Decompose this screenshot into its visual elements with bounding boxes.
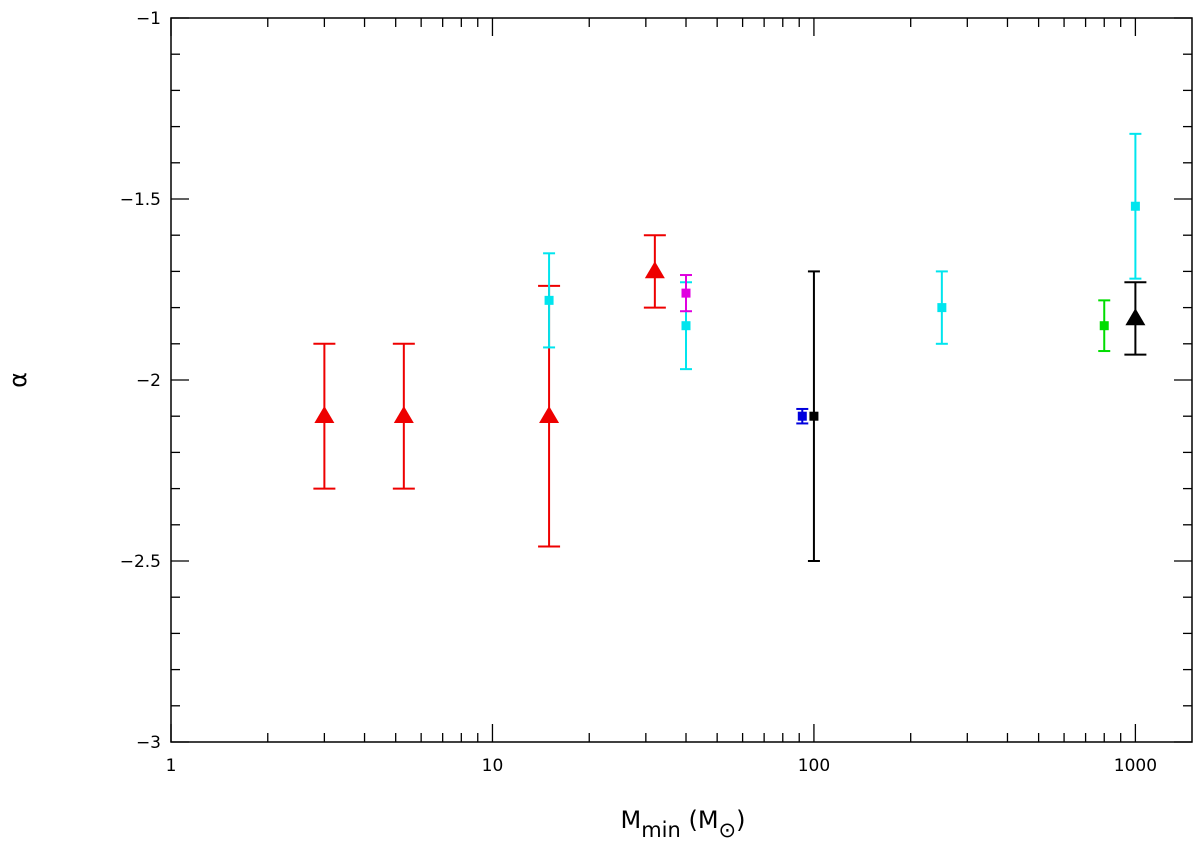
data-point-triangle [314, 406, 335, 423]
data-point-square [681, 321, 691, 331]
data-point-square [809, 411, 819, 421]
data-point-square [681, 288, 691, 298]
y-axis-label: α [4, 372, 32, 388]
data-point-square [1099, 321, 1109, 331]
x-axis-label-unit: M [698, 806, 719, 834]
y-tick-label: −1 [136, 9, 161, 29]
x-tick-label: 1 [166, 756, 177, 776]
y-tick-label: −1.5 [120, 190, 161, 210]
data-marks [313, 132, 1147, 562]
data-point-square [544, 295, 554, 305]
axis-ticks [170, 17, 1192, 743]
data-point-square [937, 303, 947, 313]
data-point-triangle [393, 406, 414, 423]
x-axis-label: Mmin (M⊙) [620, 806, 745, 842]
x-axis-label-sub: min [641, 818, 681, 842]
data-point-square [1130, 201, 1140, 211]
x-axis-label-unit-sub: ⊙ [719, 818, 737, 842]
x-tick-label: 100 [798, 756, 830, 776]
tick-labels: 1 10 100 1000 −3 −2.5 −2 −1.5 −1 [120, 9, 1157, 776]
y-tick-label: −3 [136, 733, 161, 753]
data-point-square [797, 411, 807, 421]
x-tick-label: 10 [482, 756, 504, 776]
data-point-triangle [644, 261, 665, 279]
x-tick-label: 1000 [1114, 756, 1157, 776]
y-tick-label: −2 [136, 371, 161, 391]
x-axis-label-main: M [620, 806, 641, 834]
y-tick-label: −2.5 [120, 552, 161, 572]
data-point-triangle [1125, 308, 1146, 326]
data-point-triangle [539, 406, 560, 423]
